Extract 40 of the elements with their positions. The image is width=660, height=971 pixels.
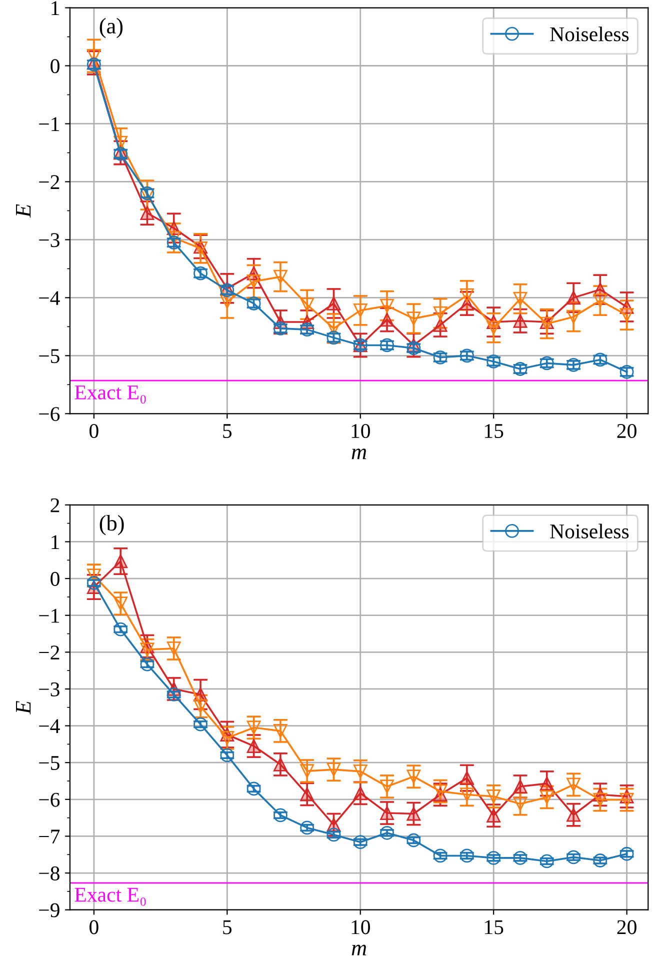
ref-line-label: Exact E₀	[74, 386, 146, 404]
y-tick-label: −1	[39, 117, 59, 131]
y-tick-label: −3	[39, 682, 60, 696]
y-tick-label: 2	[50, 498, 60, 512]
x-tick-label: 5	[223, 920, 232, 934]
legend-label: Noiseless	[550, 26, 629, 42]
ref-line-label: Exact E₀	[74, 888, 146, 906]
y-tick-label: 0	[50, 572, 60, 586]
y-axis-title: E	[16, 700, 31, 714]
x-tick-label: 20	[617, 424, 636, 438]
y-tick-label: −4	[39, 719, 60, 734]
x-tick-label: 20	[617, 920, 636, 934]
y-axis-title: E	[16, 204, 31, 218]
y-tick-label: −5	[39, 349, 60, 364]
x-tick-label: 5	[223, 424, 232, 438]
x-tick-label: 0	[90, 424, 98, 438]
y-tick-label: −6	[39, 407, 60, 422]
y-tick-label: −2	[39, 646, 60, 660]
x-tick-label: 15	[485, 920, 504, 934]
y-tick-label: −1	[39, 608, 59, 623]
y-tick-label: 0	[50, 59, 60, 74]
x-axis-title: m	[352, 944, 366, 956]
y-tick-label: −2	[39, 175, 60, 189]
legend-label: Noiseless	[550, 524, 629, 538]
x-tick-label: 0	[90, 920, 98, 934]
annotation: (b)	[100, 515, 124, 536]
y-tick-label: −7	[39, 830, 60, 844]
y-tick-label: 1	[52, 535, 59, 549]
y-tick-label: −3	[39, 233, 60, 248]
y-tick-label: −6	[39, 792, 60, 807]
y-tick-label: −9	[39, 903, 60, 918]
annotation: (a)	[100, 18, 123, 38]
y-tick-label: −8	[39, 866, 60, 880]
x-tick-label: 10	[352, 920, 370, 934]
y-tick-label: −4	[39, 291, 60, 305]
x-axis-title: m	[352, 448, 366, 460]
y-tick-label: 1	[52, 1, 59, 15]
x-tick-label: 15	[485, 424, 504, 438]
y-tick-label: −5	[39, 756, 60, 770]
x-tick-label: 10	[352, 424, 370, 438]
